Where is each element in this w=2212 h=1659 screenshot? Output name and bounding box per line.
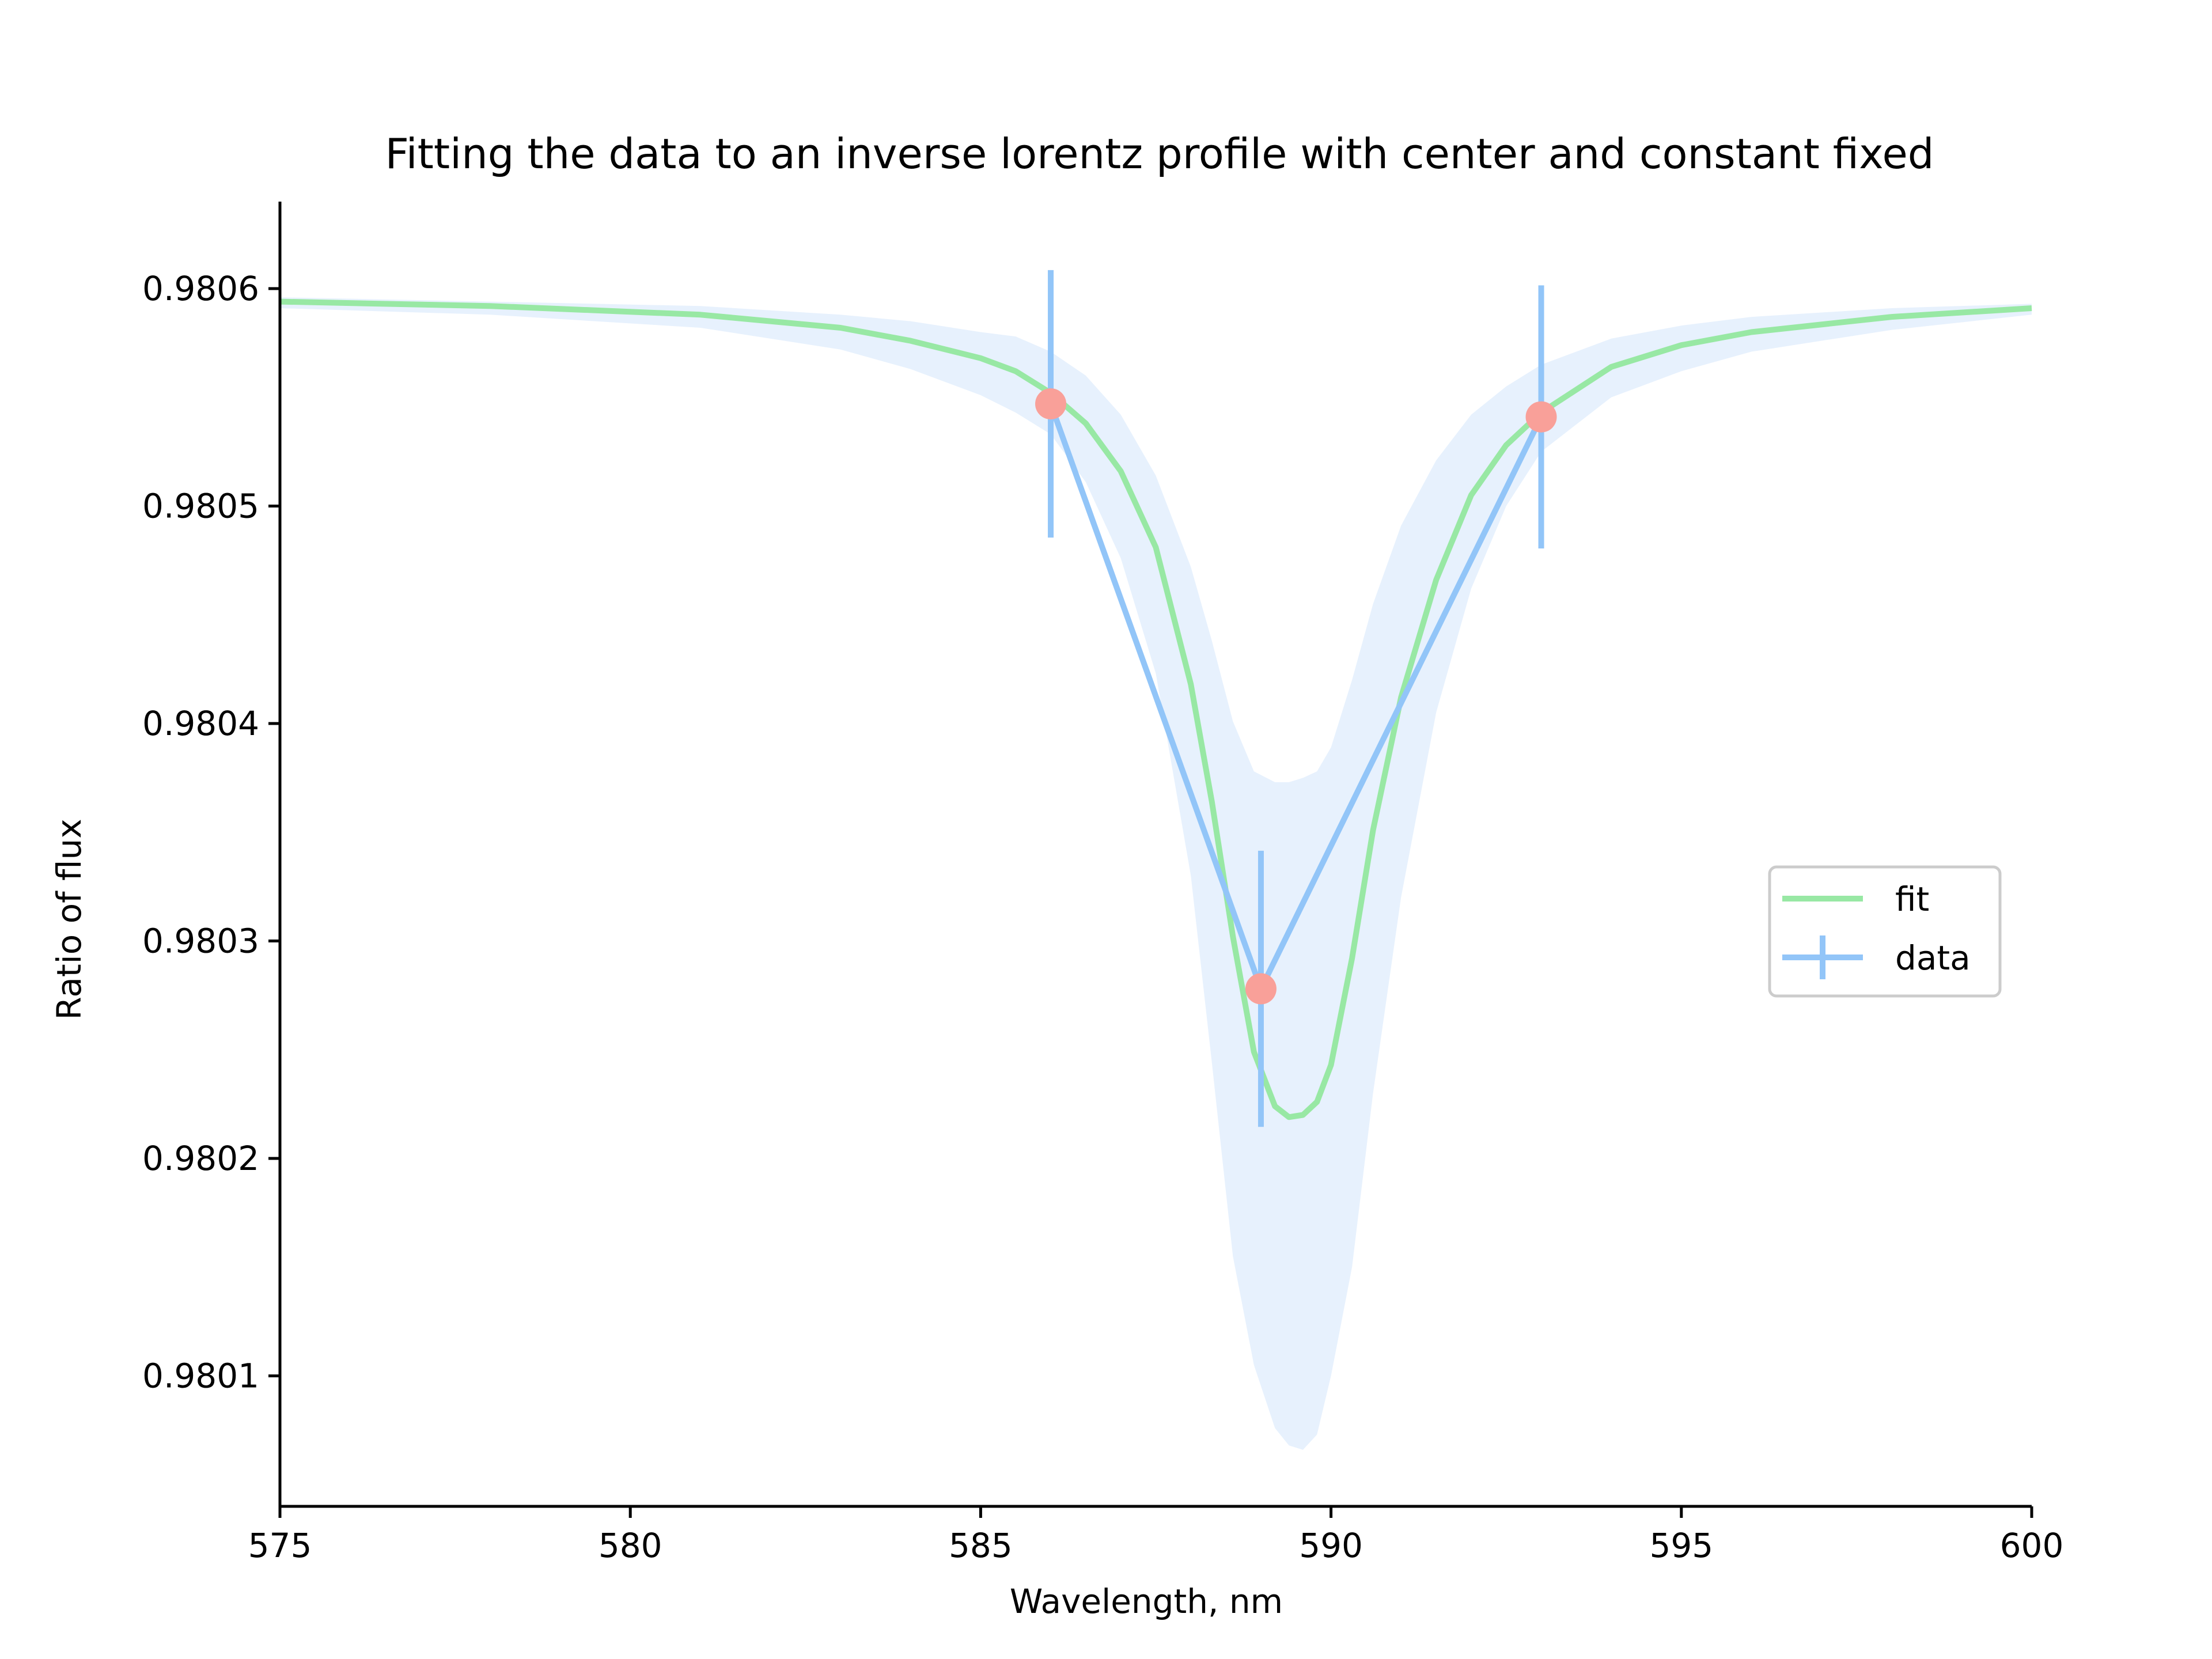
y-tick-label: 0.9803 [142, 922, 259, 961]
y-tick-label: 0.9802 [142, 1139, 259, 1178]
x-tick-label: 580 [599, 1526, 662, 1565]
data-point [1525, 401, 1557, 433]
legend: fit data [1768, 865, 2002, 998]
y-tick-label: 0.9805 [142, 487, 259, 526]
chart-title: Fitting the data to an inverse lorentz p… [385, 130, 1934, 178]
axes: 575 580 585 590 595 600 0.9801 0.9802 0.9803 0.98… [142, 202, 2063, 1565]
legend-label-fit: fit [1895, 880, 1929, 919]
confidence-band [280, 297, 2032, 1450]
x-axis-label: Wavelength, nm [1010, 1582, 1283, 1621]
plot-area [279, 270, 2032, 1450]
legend-label-data: data [1895, 938, 1971, 978]
data-point [1035, 388, 1067, 420]
y-tick-label: 0.9806 [142, 269, 259, 308]
y-tick-label: 0.9804 [142, 704, 259, 743]
x-tick-label: 575 [248, 1526, 312, 1565]
data-point [1245, 973, 1277, 1005]
x-tick-label: 585 [949, 1526, 1013, 1565]
y-axis-label: Ratio of flux [50, 819, 89, 1020]
x-tick-label: 590 [1299, 1526, 1363, 1565]
x-tick-label: 600 [2000, 1526, 2064, 1565]
y-tick-label: 0.9801 [142, 1357, 259, 1396]
x-tick-label: 595 [1649, 1526, 1713, 1565]
